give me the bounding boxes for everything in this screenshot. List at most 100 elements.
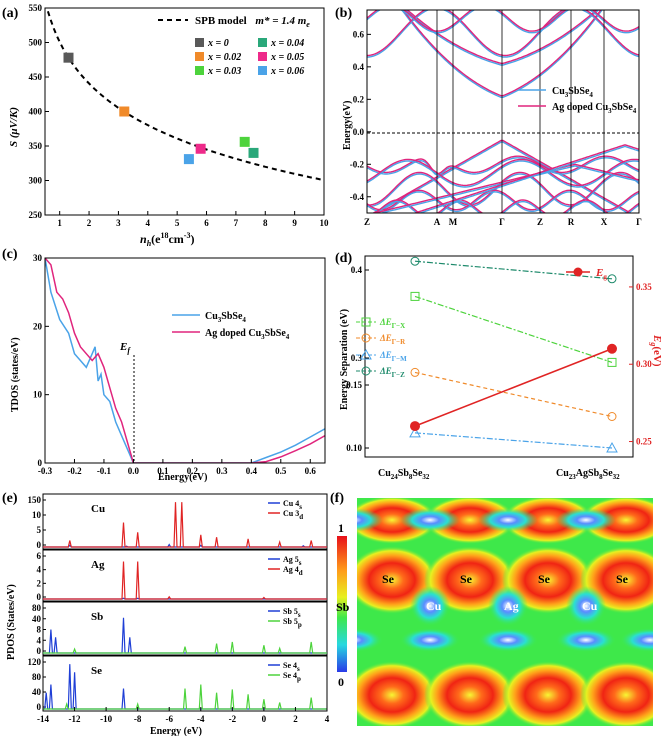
panel-e-label: (e) xyxy=(2,491,18,506)
colorbar-min: 0 xyxy=(338,675,344,689)
x-tick-label: -2 xyxy=(229,714,237,724)
y-tick-label: 10 xyxy=(33,390,43,400)
band-line xyxy=(367,10,639,34)
legend-label: x = 0.02 xyxy=(207,52,241,63)
legend-label: Cu 3d xyxy=(283,509,303,521)
data-point xyxy=(410,367,420,377)
fermi-label: Ef xyxy=(119,341,131,355)
y-tick-label: 450 xyxy=(29,72,43,82)
density-blob xyxy=(620,628,653,652)
band-line xyxy=(367,171,639,206)
legend-label: x = 0 xyxy=(207,38,229,49)
density-blob xyxy=(410,586,450,626)
kpoint-label: X xyxy=(601,217,608,227)
data-point xyxy=(607,357,617,367)
panel-c-frame xyxy=(44,257,326,464)
panel-d-ylabel-right: Eg(eV) xyxy=(649,334,661,367)
legend-label: ΔEΓ−M xyxy=(379,350,407,363)
atom-label: Cu xyxy=(582,599,598,613)
pdos-curve xyxy=(43,664,327,710)
legend-eg-label: Eg xyxy=(595,267,607,281)
legend-c-cu-label: Cu3SbSe4 xyxy=(205,311,246,324)
y-tick-label: 30 xyxy=(33,253,43,263)
pdos-subpanel-frame xyxy=(42,601,328,656)
panel-b-label: (b) xyxy=(335,6,352,21)
y-tick-label: -0.2 xyxy=(350,159,365,169)
data-point xyxy=(607,412,617,421)
y-tick-label: 500 xyxy=(29,38,43,48)
x-tick-label: 7 xyxy=(234,218,239,228)
legend-label: Se 4p xyxy=(283,671,301,683)
band-line xyxy=(367,158,639,187)
panel-a: (a) 1 2 3 4 5 6 7 8 9 10 250 300 350 400 450 500 550 SP… xyxy=(2,3,329,248)
y-tick-label: 0 xyxy=(38,458,43,468)
band-line xyxy=(406,10,598,64)
panel-d-right-ticks: 0.25 0.30 0.35 xyxy=(629,282,652,447)
element-label: Sb xyxy=(91,611,103,623)
element-label: Se xyxy=(91,665,102,677)
density-blob xyxy=(478,628,538,652)
data-point xyxy=(195,143,206,154)
x-tick-label: -12 xyxy=(69,714,81,724)
atom-label: Se xyxy=(460,572,473,586)
y-tick-label: 40 xyxy=(32,614,42,624)
series-line xyxy=(414,371,613,418)
x-tick-label: 2 xyxy=(293,714,298,724)
panel-b-frame xyxy=(366,9,640,214)
atom-label: Se xyxy=(616,572,629,586)
colorbar xyxy=(337,536,347,672)
density-blob xyxy=(424,661,516,726)
data-point xyxy=(410,421,420,432)
band-line xyxy=(372,163,639,213)
x-tick-label: 8 xyxy=(263,218,268,228)
legend-c-ag-label: Ag doped Cu3SbSe4 xyxy=(205,328,290,341)
legend-marker xyxy=(360,348,372,360)
band-structure xyxy=(367,10,639,213)
legend-marker xyxy=(258,38,267,47)
x-tick-label: -8 xyxy=(134,714,142,724)
legend-spb-param: m* = 1.4 m xyxy=(255,15,306,27)
panel-c-x-ticks: -0.3 -0.2 -0.1 0.0 0.1 0.2 0.3 0.4 0.5 0.6 xyxy=(38,459,316,476)
series-line xyxy=(414,295,613,363)
panel-d-ylabel-left: Energy Separation (eV) xyxy=(339,309,350,410)
band-line xyxy=(367,160,639,188)
kpoint-label: M xyxy=(449,217,458,227)
band-line xyxy=(367,10,639,32)
series-line xyxy=(414,348,613,427)
density-blob xyxy=(502,498,594,544)
atom-labels: Se Se Se Se Cu Ag Cu xyxy=(382,572,629,613)
charge-density-map xyxy=(357,498,653,726)
x-tick-label: 9 xyxy=(292,218,297,228)
tdos-lines xyxy=(45,258,325,463)
density-blob xyxy=(400,508,460,532)
x-tick-label: 0.1 xyxy=(157,466,169,476)
data-point xyxy=(607,274,617,284)
y-tick-label: 10 xyxy=(32,510,42,520)
pdos-subpanel-frame xyxy=(42,549,328,602)
data-point xyxy=(607,343,617,354)
pdos-curve xyxy=(43,561,327,600)
y-tick-label: 0.4 xyxy=(353,62,365,72)
kpoint-label: Z xyxy=(364,217,370,227)
panel-b-ylabel: Energy(eV) xyxy=(342,101,353,150)
legend-label: ΔEΓ−Z xyxy=(379,366,405,379)
x-tick-label: 3 xyxy=(116,218,121,228)
band-line xyxy=(367,10,639,58)
y-tick-label: 250 xyxy=(29,210,43,220)
data-point xyxy=(248,147,259,158)
panel-d-label: (d) xyxy=(335,251,352,266)
x-tick-label: 4 xyxy=(325,714,330,724)
y-tick-label: 0.15 xyxy=(346,380,362,390)
y-tick-label: 6 xyxy=(37,551,42,561)
y-tick-label: 120 xyxy=(28,657,42,667)
y-tick-label: 0.6 xyxy=(353,29,365,39)
data-point xyxy=(409,426,421,438)
y-tick-label: 80 xyxy=(32,672,42,682)
data-point xyxy=(606,441,618,453)
panel-c-label: (c) xyxy=(2,247,18,262)
panel-e-ylabel: PDOS (States/eV) xyxy=(6,584,17,660)
svg-text:S (μV/K): S (μV/K) xyxy=(8,107,20,147)
x-tick-label: 0.2 xyxy=(187,466,199,476)
data-point xyxy=(410,256,420,266)
